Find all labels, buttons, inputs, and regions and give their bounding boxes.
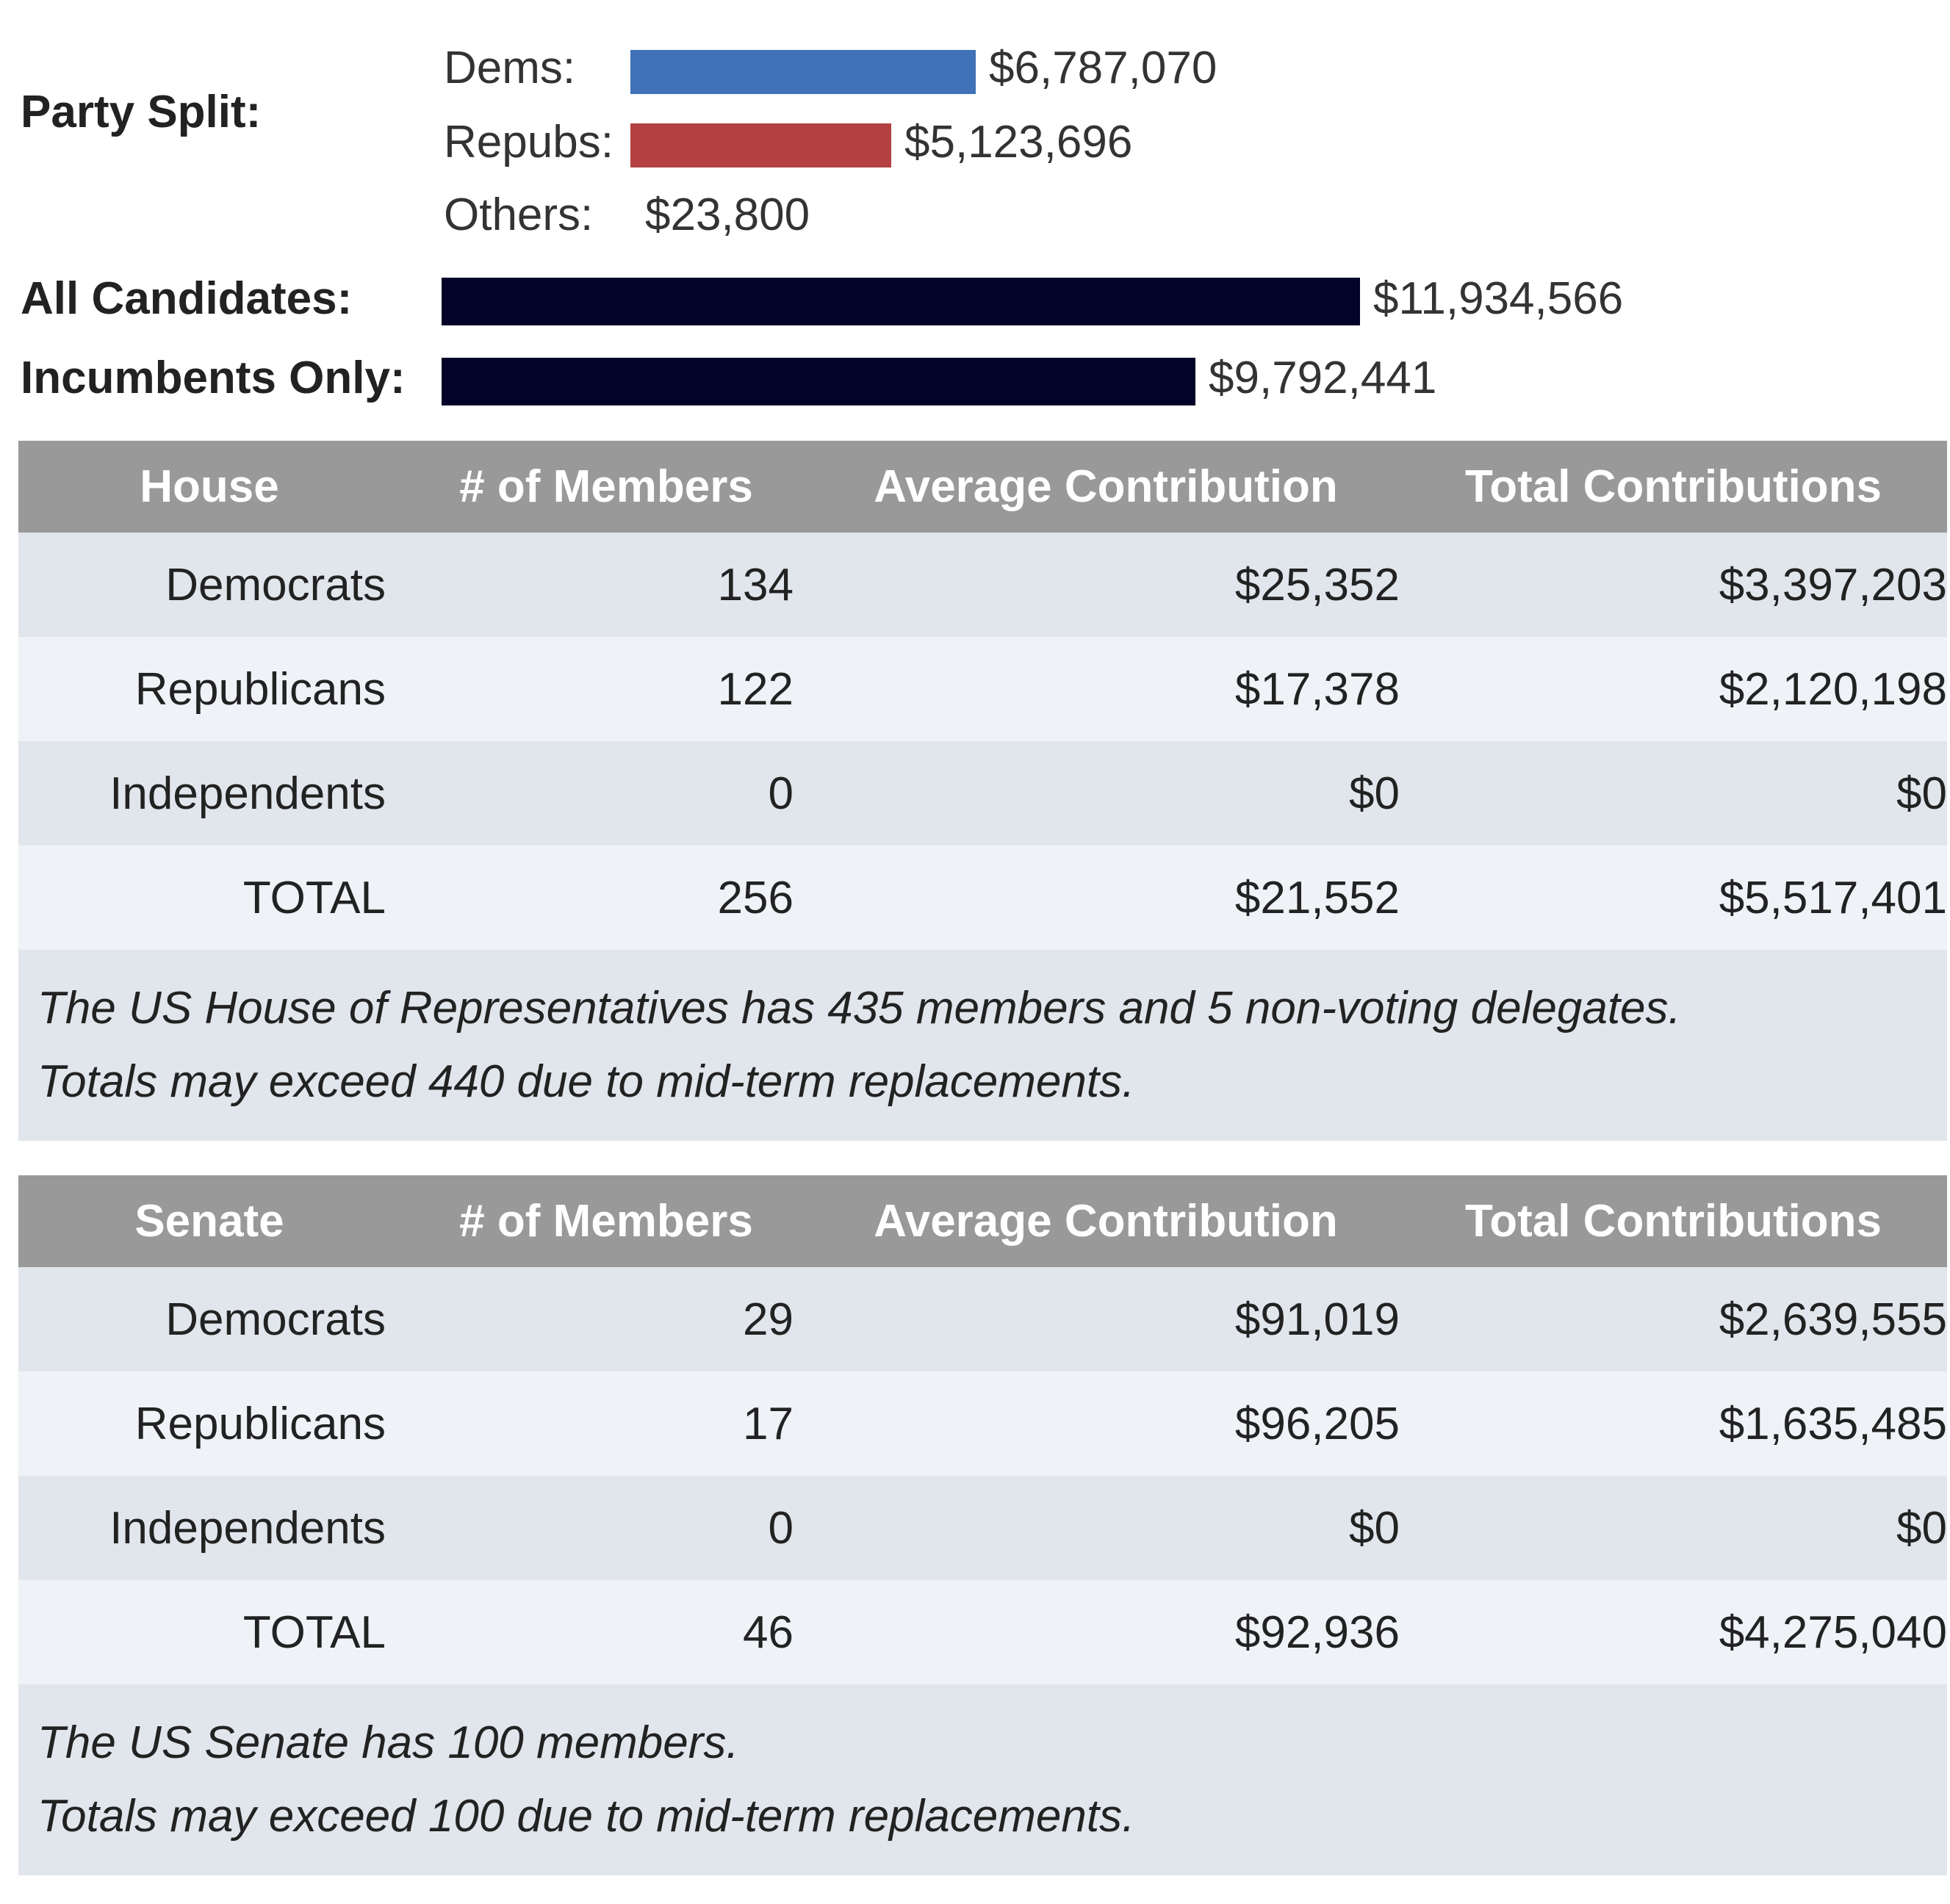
average-cell: $21,552 (1234, 872, 1400, 923)
average-cell: $0 (1349, 1502, 1400, 1554)
incumbents-bar (442, 358, 1195, 405)
table-row: Independents 0 $0 $0 (18, 1476, 1947, 1580)
members-cell: 0 (768, 768, 794, 819)
dems-value: $6,787,070 (989, 43, 1217, 93)
all-candidates-label: All Candidates: (21, 273, 353, 324)
party-split-label: Party Split: (21, 87, 262, 137)
house-note: The US House of Representatives has 435 … (18, 950, 1947, 1141)
members-cell: 122 (717, 663, 794, 715)
total-cell: $4,275,040 (1719, 1606, 1947, 1658)
members-cell: 17 (743, 1398, 794, 1449)
others-label: Others: (444, 190, 594, 240)
average-cell: $92,936 (1234, 1606, 1400, 1658)
house-header-row: House # of Members Average Contribution … (18, 441, 1947, 533)
total-cell: $2,120,198 (1719, 663, 1947, 715)
average-cell: $96,205 (1234, 1398, 1400, 1449)
members-cell: 256 (717, 872, 794, 923)
table-row: Republicans 122 $17,378 $2,120,198 (18, 637, 1947, 741)
header-chamber: House (140, 461, 279, 512)
header-total: Total Contributions (1464, 461, 1882, 512)
party-cell: Democrats (165, 1294, 386, 1345)
total-cell: $3,397,203 (1719, 559, 1947, 610)
total-cell: $1,635,485 (1719, 1398, 1947, 1449)
incumbents-value: $9,792,441 (1209, 353, 1437, 403)
house-note-line2: Totals may exceed 440 due to mid-term re… (37, 1056, 1135, 1107)
average-cell: $25,352 (1234, 559, 1400, 610)
table-row: Independents 0 $0 $0 (18, 741, 1947, 845)
total-cell: $5,517,401 (1719, 872, 1947, 923)
total-cell: $0 (1896, 768, 1947, 819)
senate-note: The US Senate has 100 members. Totals ma… (18, 1684, 1947, 1875)
table-row: Republicans 17 $96,205 $1,635,485 (18, 1371, 1947, 1476)
members-cell: 0 (768, 1502, 794, 1554)
party-cell: Democrats (165, 559, 386, 610)
average-cell: $0 (1349, 768, 1400, 819)
all-candidates-value: $11,934,566 (1373, 273, 1624, 324)
party-cell: Independents (109, 1502, 386, 1554)
average-cell: $17,378 (1234, 663, 1400, 715)
dems-label: Dems: (444, 43, 576, 93)
table-row: TOTAL 46 $92,936 $4,275,040 (18, 1580, 1947, 1684)
others-value: $23,800 (645, 190, 810, 240)
party-cell: TOTAL (242, 1606, 386, 1658)
header-average: Average Contribution (874, 1196, 1338, 1247)
senate-table: Senate # of Members Average Contribution… (18, 1175, 1947, 1875)
party-cell: TOTAL (242, 872, 386, 923)
header-total: Total Contributions (1464, 1196, 1882, 1247)
members-cell: 29 (743, 1294, 794, 1345)
party-cell: Republicans (134, 663, 386, 715)
dems-bar (630, 50, 976, 94)
senate-note-line2: Totals may exceed 100 due to mid-term re… (37, 1791, 1135, 1842)
party-cell: Republicans (134, 1398, 386, 1449)
party-cell: Independents (109, 768, 386, 819)
house-note-line1: The US House of Representatives has 435 … (37, 983, 1681, 1034)
table-row: Democrats 134 $25,352 $3,397,203 (18, 533, 1947, 637)
members-cell: 134 (717, 559, 794, 610)
total-cell: $0 (1896, 1502, 1947, 1554)
senate-header-row: Senate # of Members Average Contribution… (18, 1175, 1947, 1267)
senate-note-line1: The US Senate has 100 members. (37, 1717, 739, 1768)
average-cell: $91,019 (1234, 1294, 1400, 1345)
members-cell: 46 (743, 1606, 794, 1658)
header-members: # of Members (459, 461, 753, 512)
header-average: Average Contribution (874, 461, 1338, 512)
total-cell: $2,639,555 (1719, 1294, 1947, 1345)
repubs-value: $5,123,696 (904, 117, 1133, 167)
repubs-label: Repubs: (444, 117, 614, 167)
header-chamber: Senate (134, 1196, 284, 1247)
incumbents-label: Incumbents Only: (21, 353, 406, 403)
table-row: Democrats 29 $91,019 $2,639,555 (18, 1267, 1947, 1371)
repubs-bar (630, 123, 891, 167)
header-members: # of Members (459, 1196, 753, 1247)
all-candidates-bar (442, 278, 1360, 325)
table-row: TOTAL 256 $21,552 $5,517,401 (18, 845, 1947, 950)
house-table: House # of Members Average Contribution … (18, 441, 1947, 1141)
